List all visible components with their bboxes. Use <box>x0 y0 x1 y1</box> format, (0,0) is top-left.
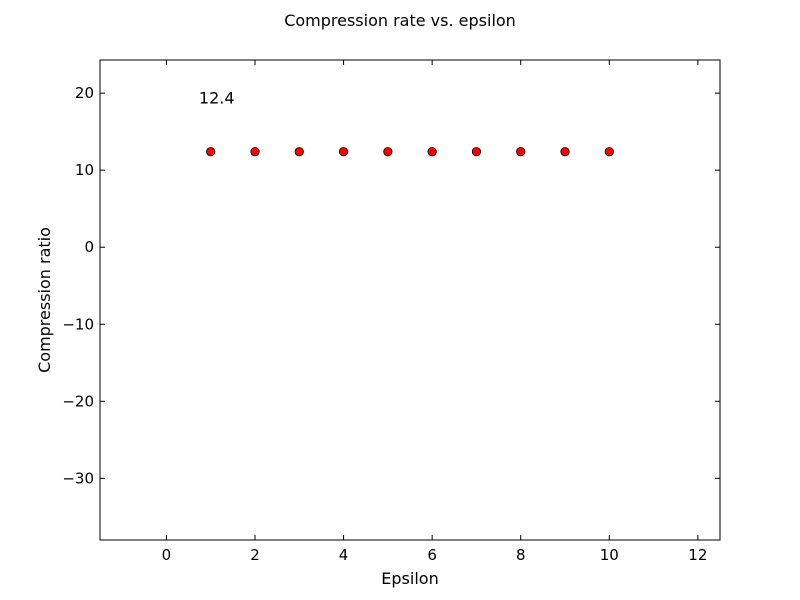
x-tick-label: 12 <box>688 546 707 564</box>
data-point <box>471 147 482 157</box>
x-tick-label: 4 <box>339 546 349 564</box>
y-tick-label: 20 <box>75 84 94 102</box>
data-point <box>560 147 570 157</box>
data-point <box>294 147 304 157</box>
x-tick-label: 0 <box>162 546 172 564</box>
chart-title: Compression rate vs. epsilon <box>284 11 516 30</box>
x-tick-label: 8 <box>516 546 526 564</box>
y-tick-label: −20 <box>62 392 94 410</box>
x-tick-label: 6 <box>427 546 437 564</box>
y-tick-label: 10 <box>75 161 94 179</box>
data-point <box>250 147 260 157</box>
data-point <box>383 147 393 157</box>
y-tick-label: −10 <box>62 315 94 333</box>
data-point <box>206 147 216 157</box>
x-tick-label: 10 <box>600 546 619 564</box>
y-tick-label: −30 <box>62 469 94 487</box>
x-axis-label: Epsilon <box>381 569 438 588</box>
data-point <box>516 147 526 157</box>
y-tick-label: 0 <box>84 238 94 256</box>
data-annotation: 12.4 <box>199 89 235 108</box>
x-tick-label: 2 <box>250 546 260 564</box>
y-axis-label: Compression ratio <box>35 227 54 373</box>
data-point <box>338 147 349 157</box>
plot-area-frame <box>99 59 721 541</box>
data-point <box>604 147 614 157</box>
data-point <box>427 147 437 157</box>
